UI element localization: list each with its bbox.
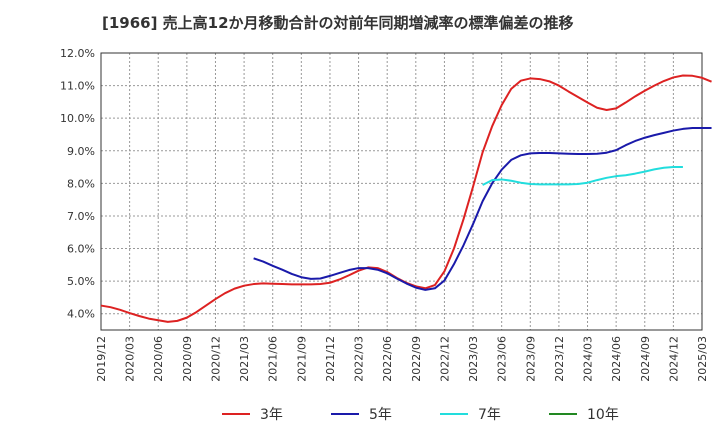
- x-tick-label: 2023/03: [467, 336, 480, 382]
- x-tick-label: 2020/03: [124, 336, 137, 382]
- y-tick-label: 7.0%: [67, 210, 95, 223]
- y-tick-label: 9.0%: [67, 145, 95, 158]
- y-tick-label: 6.0%: [67, 243, 95, 256]
- x-tick-label: 2023/09: [524, 336, 537, 382]
- legend-label: 7年: [478, 407, 501, 423]
- series-line-7年: [482, 166, 683, 186]
- x-tick-label: 2025/03: [696, 336, 709, 382]
- x-tick-label: 2021/12: [324, 336, 337, 382]
- x-tick-label: 2023/06: [496, 336, 509, 382]
- y-tick-label: 11.0%: [60, 80, 95, 93]
- x-tick-label: 2021/03: [238, 336, 251, 382]
- plot-area: [101, 53, 702, 330]
- x-tick-label: 2023/12: [553, 336, 566, 382]
- y-tick-label: 10.0%: [60, 112, 95, 125]
- x-tick-label: 2024/12: [667, 336, 680, 382]
- x-tick-label: 2020/12: [209, 336, 222, 382]
- chart-title: [1966] 売上高12か月移動合計の対前年同期増減率の標準偏差の推移: [102, 14, 574, 32]
- x-tick-label: 2020/09: [181, 336, 194, 382]
- legend-label: 3年: [260, 407, 283, 423]
- x-tick-label: 2024/06: [610, 336, 623, 382]
- legend-label: 10年: [587, 407, 619, 423]
- x-tick-label: 2024/03: [582, 336, 595, 382]
- x-tick-label: 2022/09: [410, 336, 423, 382]
- y-tick-label: 12.0%: [60, 47, 95, 60]
- x-tick-label: 2020/06: [152, 336, 165, 382]
- y-tick-label: 4.0%: [67, 308, 95, 321]
- x-tick-label: 2022/12: [438, 336, 451, 382]
- x-tick-label: 2022/06: [381, 336, 394, 382]
- y-tick-label: 5.0%: [67, 275, 95, 288]
- x-tick-label: 2022/03: [353, 336, 366, 382]
- y-tick-label: 8.0%: [67, 177, 95, 190]
- plot-border: [100, 52, 703, 331]
- x-tick-label: 2021/09: [295, 336, 308, 382]
- x-tick-label: 2021/06: [267, 336, 280, 382]
- x-tick-label: 2019/12: [95, 336, 108, 382]
- legend-label: 5年: [369, 407, 392, 423]
- x-tick-label: 2024/09: [639, 336, 652, 382]
- series-line-5年: [253, 126, 712, 291]
